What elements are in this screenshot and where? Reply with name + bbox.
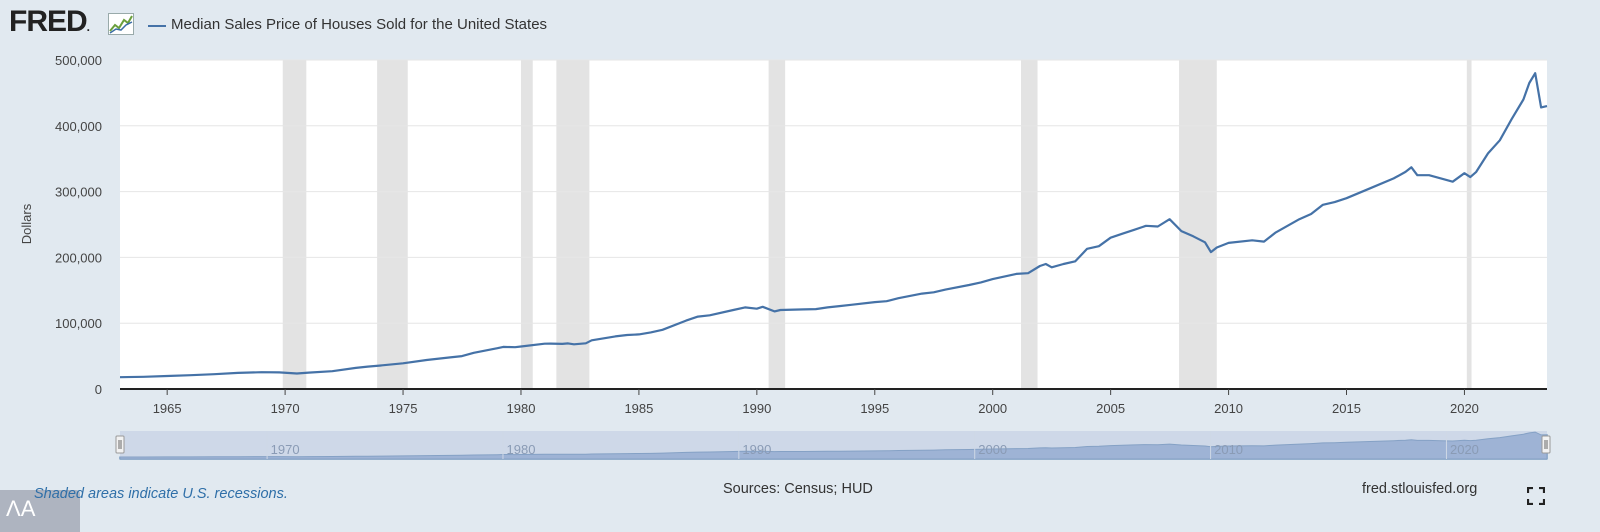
x-tick-label: 2005 [1096, 401, 1125, 416]
navigator-tick-label: 2000 [978, 442, 1007, 457]
x-axis-ticks: 1965 1970 1975 1980 1985 1990 1995 2000 2005 2010… [153, 389, 1479, 416]
series-line[interactable] [119, 72, 1548, 379]
navigator-right-handle[interactable] [1541, 435, 1551, 454]
navigator-ticks: 1970 1980 1990 2000 2010 2020 [266, 431, 1479, 459]
y-tick-label: 100,000 [55, 316, 102, 331]
fred-logo-text: FRED [9, 5, 88, 38]
x-tick-label: 2010 [1214, 401, 1243, 416]
navigator-tick-label: 1970 [271, 442, 300, 457]
recession-band [520, 60, 533, 389]
range-navigator[interactable]: 1970 1980 1990 2000 2010 2020 [115, 431, 1551, 460]
x-tick-label: 1995 [860, 401, 889, 416]
x-tick-label: 1980 [507, 401, 536, 416]
x-tick-label: 1970 [271, 401, 300, 416]
x-tick-label: 1985 [624, 401, 653, 416]
navigator-tick-label: 1980 [507, 442, 536, 457]
x-tick-label: 2000 [978, 401, 1007, 416]
y-tick-label: 500,000 [55, 53, 102, 68]
recession-band [282, 60, 307, 389]
accessibility-icon[interactable]: ΛA [0, 490, 80, 532]
y-axis-ticks: 0 100,000 200,000 300,000 400,000 500,000 [55, 53, 102, 397]
x-tick-label: 2015 [1332, 401, 1361, 416]
navigator-tick-label: 1990 [742, 442, 771, 457]
sources-text: Sources: Census; HUD [723, 481, 873, 497]
navigator-left-handle[interactable] [115, 435, 125, 454]
recession-band [377, 60, 408, 389]
site-link[interactable]: fred.stlouisfed.org [1362, 481, 1478, 497]
recession-band [556, 60, 590, 389]
recession-bands [282, 60, 1472, 389]
y-axis-label: Dollars [19, 203, 34, 244]
recession-band [768, 60, 786, 389]
legend-series-swatch [148, 25, 166, 27]
plot-area [120, 60, 1547, 389]
recession-band [1021, 60, 1038, 389]
recession-note: Shaded areas indicate U.S. recessions. [34, 486, 288, 502]
x-tick-label: 1975 [389, 401, 418, 416]
chart-header: FRED. Median Sales Price of Houses Sold … [0, 0, 1600, 52]
fred-logo[interactable]: FRED. [9, 5, 91, 39]
recession-band [1179, 60, 1217, 389]
y-tick-label: 200,000 [55, 250, 102, 265]
legend-series-label[interactable]: Median Sales Price of Houses Sold for th… [171, 16, 548, 33]
x-tick-label: 1990 [742, 401, 771, 416]
x-tick-label: 2020 [1450, 401, 1479, 416]
y-grid-lines [120, 59, 1547, 324]
x-tick-label: 1965 [153, 401, 182, 416]
navigator-tick-label: 2020 [1450, 442, 1479, 457]
fred-logo-dot: . [86, 20, 91, 34]
y-tick-label: 400,000 [55, 119, 102, 134]
recession-band [1466, 60, 1472, 389]
logo-graph-icon [108, 13, 134, 35]
navigator-selection[interactable] [120, 431, 1547, 459]
navigator-tick-label: 2010 [1214, 442, 1243, 457]
y-tick-label: 300,000 [55, 185, 102, 200]
y-tick-label: 0 [95, 382, 102, 397]
fullscreen-icon[interactable] [1527, 487, 1545, 505]
